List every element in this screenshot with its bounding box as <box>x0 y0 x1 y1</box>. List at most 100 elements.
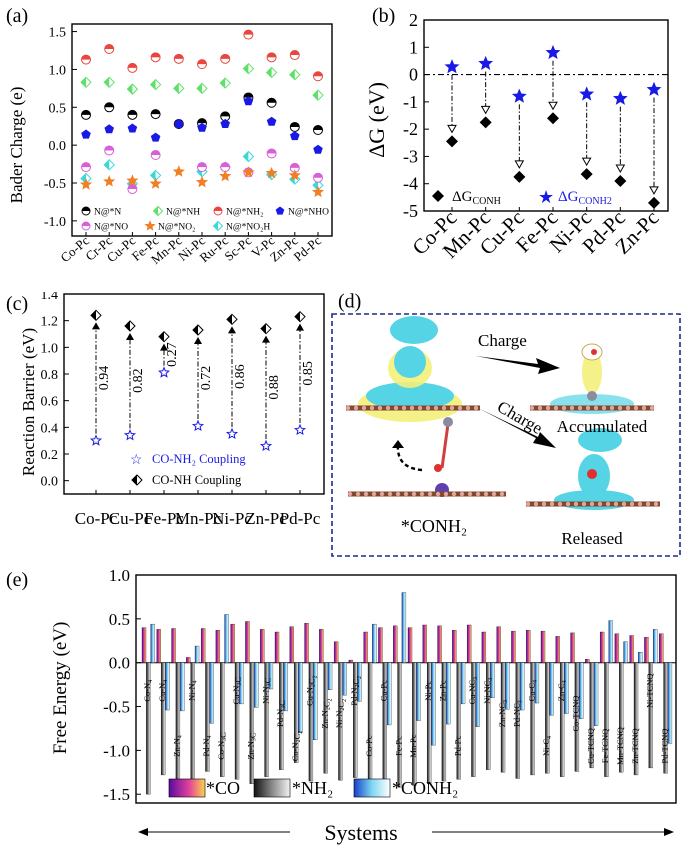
bar-co <box>289 626 294 663</box>
atom <box>637 501 643 507</box>
atom <box>565 501 571 507</box>
point-nh2 <box>289 50 300 61</box>
system-label: Pd-N4 <box>201 736 213 757</box>
atom <box>441 405 447 411</box>
bar-nh2 <box>397 662 402 788</box>
panel-c-frame <box>63 293 325 495</box>
arrow-head <box>480 105 491 115</box>
bar-conh2 <box>283 662 288 712</box>
point-co-nh2 <box>293 423 307 436</box>
point-nh <box>173 82 185 95</box>
atom <box>557 501 563 507</box>
atom <box>387 491 393 497</box>
legend-co-nh2: CO-NH₂ Coupling <box>152 452 246 466</box>
point-nh2 <box>104 43 115 54</box>
bar-conh2 <box>224 614 229 663</box>
legend-marker <box>213 206 223 216</box>
x-tick-label: Ni-Pc <box>212 509 252 528</box>
atom <box>435 491 441 497</box>
panel-b-label: (b) <box>372 5 395 27</box>
bar-conh2 <box>209 662 214 724</box>
atom <box>353 405 359 411</box>
y-tick-label: 0.5 <box>109 610 130 629</box>
atom <box>553 405 559 411</box>
point-nh <box>265 66 278 79</box>
bar-co <box>363 631 368 663</box>
panel-a-legend: N@*N N@*NH N@*NH₂ N@*NHO N@*NO N@*NO₂ N@*NO₂H <box>81 205 329 233</box>
system-label: Co-TCNQ <box>571 696 581 732</box>
bar-co <box>570 632 575 663</box>
bar-conh2 <box>608 620 613 663</box>
point-n <box>313 125 323 135</box>
point-nh2 <box>150 52 161 63</box>
y-tick-label: -0.5 <box>44 177 66 192</box>
bar-co <box>585 659 590 663</box>
bar-conh2 <box>342 662 347 696</box>
atom <box>457 405 463 411</box>
atom <box>625 405 631 411</box>
bar-co <box>245 621 250 663</box>
point-nh <box>196 82 208 95</box>
x-tick-label: Zn-Pc <box>245 509 287 528</box>
point-no2 <box>311 185 325 198</box>
bar-nh2 <box>249 662 254 784</box>
panel-e-ylabel: Free Energy (eV) <box>50 622 71 755</box>
point-nho <box>81 129 91 139</box>
panel-b-frame <box>423 19 669 212</box>
y-tick-label: -1.0 <box>44 215 66 230</box>
bar-co <box>629 635 634 663</box>
point-n <box>104 102 115 113</box>
systems-axis-arrow <box>138 828 674 836</box>
point-co-nh2 <box>225 427 239 440</box>
atom <box>385 405 391 411</box>
point-no2 <box>242 166 255 178</box>
system-label: Ni-N3C <box>260 677 272 703</box>
atom <box>395 491 401 497</box>
point-n <box>150 109 161 120</box>
legend-marker <box>275 206 285 215</box>
y-tick-label: 1.0 <box>109 566 130 585</box>
bar-co <box>186 657 191 663</box>
legend-conh2-swatch <box>353 778 391 798</box>
system-label: Co-N3C <box>216 732 228 760</box>
bar-conh2 <box>667 662 673 744</box>
bar-conh2 <box>460 662 466 705</box>
arrow-head <box>581 157 592 167</box>
atom <box>355 491 361 497</box>
x-tick-label: Co-Pc <box>75 509 118 528</box>
panel-b-chart: (b) ΔG (eV) 2 1 0 -1 -2 -3 -4 -5 ΔGCONH ★ ΔGCON… <box>364 5 669 263</box>
arrow-head <box>615 164 626 173</box>
atom <box>645 501 651 507</box>
point-no <box>197 162 207 173</box>
atom <box>433 405 439 411</box>
bar-conh2 <box>475 662 480 727</box>
point-co-nh <box>192 324 204 336</box>
bar-co <box>659 633 664 663</box>
panel-c-ylabel: Reaction Barrier (eV) <box>19 328 38 476</box>
point-conh2 <box>511 88 527 103</box>
atom <box>377 405 383 411</box>
point-conh2 <box>545 44 561 60</box>
atom <box>361 405 367 411</box>
bar-nh2 <box>220 662 225 777</box>
bar-conh2 <box>431 662 436 746</box>
y-tick-label: 0.5 <box>49 101 67 116</box>
atom <box>653 501 659 507</box>
bar-conh2 <box>298 662 303 733</box>
bar-co <box>496 626 501 663</box>
bar-co <box>644 637 649 663</box>
legend-co-swatch <box>168 778 206 798</box>
atom <box>621 501 627 507</box>
bar-nh2 <box>412 662 417 786</box>
atom <box>649 405 655 411</box>
atom <box>585 405 591 411</box>
system-label: Zn-N4 <box>172 735 184 756</box>
bar-nh2 <box>205 662 210 772</box>
system-label: Ni-N2C2 <box>334 699 348 728</box>
point-co-nh <box>260 322 272 335</box>
y-tick-label: 1.0 <box>41 341 59 356</box>
bar-nh2 <box>648 662 653 769</box>
atom <box>641 405 647 411</box>
x-tick-label: Fe-Pc <box>144 509 184 528</box>
point-conh <box>580 168 593 181</box>
